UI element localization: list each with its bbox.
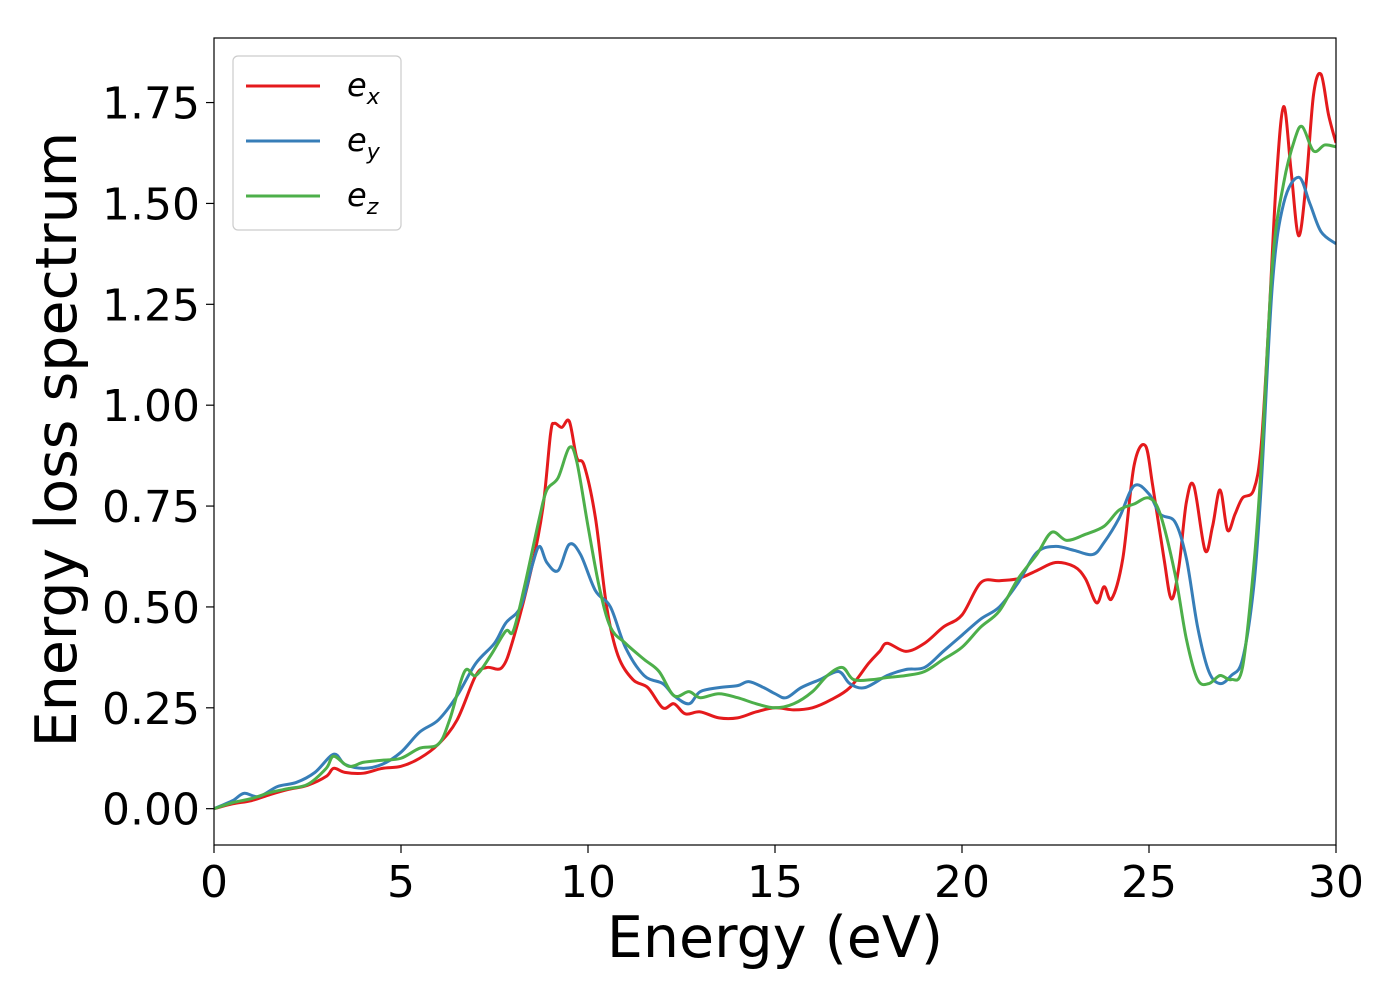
- x-axis-label: Energy (eV): [607, 905, 943, 971]
- x-tick-label: 0: [200, 857, 228, 908]
- legend-label: ey: [347, 121, 381, 165]
- legend-label: ex: [347, 66, 381, 110]
- y-tick-label: 1.00: [102, 381, 200, 432]
- x-tick-label: 30: [1308, 857, 1364, 908]
- legend-box: [232, 55, 402, 231]
- y-axis: 0.00 0.25 0.50 0.75 1.00 1.25 1.50 1.75: [102, 79, 214, 836]
- x-tick-label: 15: [747, 857, 803, 908]
- y-tick-label: 0.00: [102, 785, 200, 836]
- y-tick-label: 1.50: [102, 179, 200, 230]
- x-tick-label: 5: [387, 857, 415, 908]
- legend: ex ey ez: [232, 55, 402, 231]
- y-tick-label: 0.50: [102, 583, 200, 634]
- y-tick-label: 1.25: [102, 280, 200, 331]
- legend-label: ez: [347, 176, 379, 220]
- x-tick-label: 20: [934, 857, 990, 908]
- series-line-y: [214, 175, 1336, 811]
- series-line-z: [214, 124, 1336, 811]
- y-tick-label: 0.75: [102, 482, 200, 533]
- x-tick-label: 10: [560, 857, 616, 908]
- x-tick-label: 25: [1121, 857, 1177, 908]
- x-axis: 0 5 10 15 20 25 30: [200, 845, 1364, 908]
- series-layer: [214, 71, 1336, 811]
- y-tick-label: 1.75: [102, 79, 200, 130]
- y-axis-label: Energy loss spectrum: [24, 132, 90, 748]
- y-tick-label: 0.25: [102, 684, 200, 735]
